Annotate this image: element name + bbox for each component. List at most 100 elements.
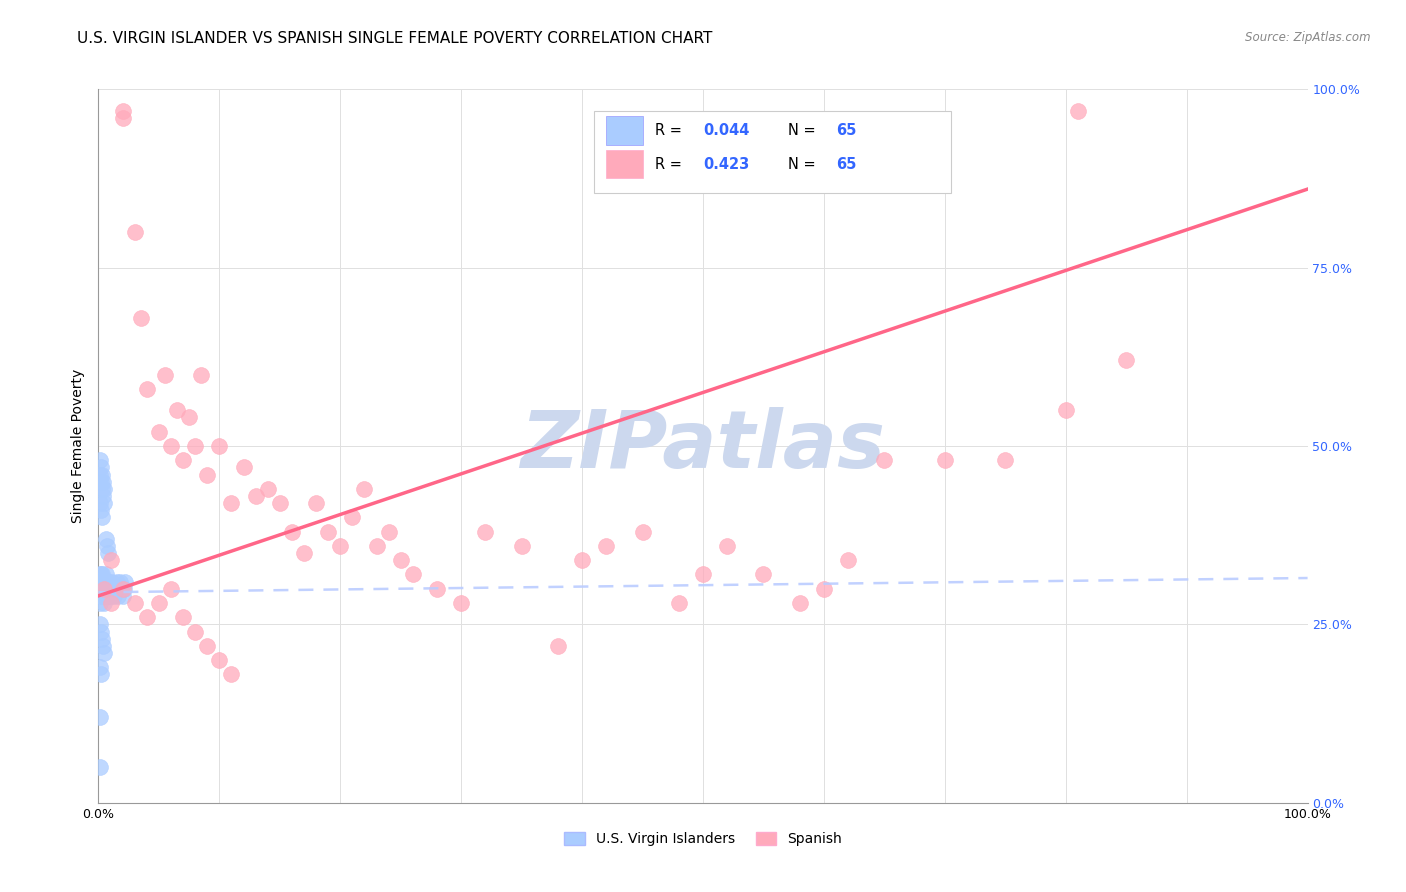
Point <box>692 567 714 582</box>
Point <box>90 589 112 603</box>
Point <box>752 567 775 582</box>
Point <box>89 760 111 774</box>
Point <box>91 482 114 496</box>
Point <box>91 589 114 603</box>
Point <box>97 589 120 603</box>
Text: U.S. VIRGIN ISLANDER VS SPANISH SINGLE FEMALE POVERTY CORRELATION CHART: U.S. VIRGIN ISLANDER VS SPANISH SINGLE F… <box>77 31 713 46</box>
Point <box>90 475 112 489</box>
Point <box>510 539 533 553</box>
Point <box>195 639 218 653</box>
Point <box>402 567 425 582</box>
Point <box>97 546 120 560</box>
Point <box>329 539 352 553</box>
Point <box>813 582 835 596</box>
Point <box>100 596 122 610</box>
Text: 65: 65 <box>837 157 856 171</box>
Point <box>100 574 122 589</box>
Point <box>111 111 134 125</box>
Point <box>160 439 183 453</box>
Point <box>91 574 114 589</box>
Text: 0.423: 0.423 <box>703 157 749 171</box>
Point <box>269 496 291 510</box>
Point <box>281 524 304 539</box>
Point <box>100 553 122 567</box>
Point <box>108 582 131 596</box>
Point <box>104 582 127 596</box>
Point <box>108 574 131 589</box>
Text: 0.044: 0.044 <box>703 123 749 138</box>
Point <box>668 596 690 610</box>
Text: Source: ZipAtlas.com: Source: ZipAtlas.com <box>1246 31 1371 45</box>
Point <box>148 596 170 610</box>
Point <box>148 425 170 439</box>
Point <box>366 539 388 553</box>
Text: 65: 65 <box>837 123 856 138</box>
Point <box>96 589 118 603</box>
Point <box>342 510 364 524</box>
Point <box>96 574 118 589</box>
Point <box>184 624 207 639</box>
Point <box>100 589 122 603</box>
Point <box>1067 103 1090 118</box>
Point <box>837 553 859 567</box>
Point <box>1115 353 1137 368</box>
Point <box>98 582 121 596</box>
Point <box>94 582 117 596</box>
Point <box>91 639 114 653</box>
Text: R =: R = <box>655 157 686 171</box>
Point <box>195 467 218 482</box>
Point <box>305 496 328 510</box>
Point <box>93 482 115 496</box>
Point <box>994 453 1017 467</box>
Point <box>89 453 111 467</box>
Point <box>112 582 135 596</box>
Point <box>716 539 738 553</box>
Point <box>97 582 120 596</box>
Point <box>114 574 136 589</box>
Point <box>93 646 115 660</box>
Point <box>98 574 121 589</box>
Point <box>184 439 207 453</box>
Point <box>172 610 194 624</box>
Point <box>172 453 194 467</box>
Point <box>94 532 117 546</box>
Point <box>873 453 896 467</box>
Point <box>91 475 114 489</box>
Point <box>153 368 176 382</box>
Point <box>89 617 111 632</box>
Point <box>111 103 134 118</box>
Text: R =: R = <box>655 123 686 138</box>
Point <box>101 582 124 596</box>
Point <box>256 482 278 496</box>
Point <box>426 582 449 596</box>
Point <box>160 582 183 596</box>
Point <box>90 582 112 596</box>
Point <box>89 496 111 510</box>
Point <box>94 567 117 582</box>
Point <box>90 574 112 589</box>
Point <box>90 667 112 681</box>
Y-axis label: Single Female Poverty: Single Female Poverty <box>72 369 86 523</box>
FancyBboxPatch shape <box>606 150 643 178</box>
Point <box>105 574 128 589</box>
Point <box>91 467 114 482</box>
Point <box>89 467 111 482</box>
Point <box>1054 403 1077 417</box>
Point <box>93 582 115 596</box>
Point <box>232 460 254 475</box>
Point <box>90 503 112 517</box>
Point <box>90 624 112 639</box>
Point <box>190 368 212 382</box>
FancyBboxPatch shape <box>595 111 950 193</box>
Point <box>124 596 146 610</box>
Point <box>389 553 412 567</box>
Point <box>89 710 111 724</box>
Point <box>595 539 617 553</box>
Point <box>547 639 569 653</box>
Point <box>789 596 811 610</box>
Point <box>91 489 114 503</box>
Point <box>135 610 157 624</box>
Point <box>221 667 243 681</box>
Point <box>103 589 125 603</box>
Point <box>93 582 115 596</box>
